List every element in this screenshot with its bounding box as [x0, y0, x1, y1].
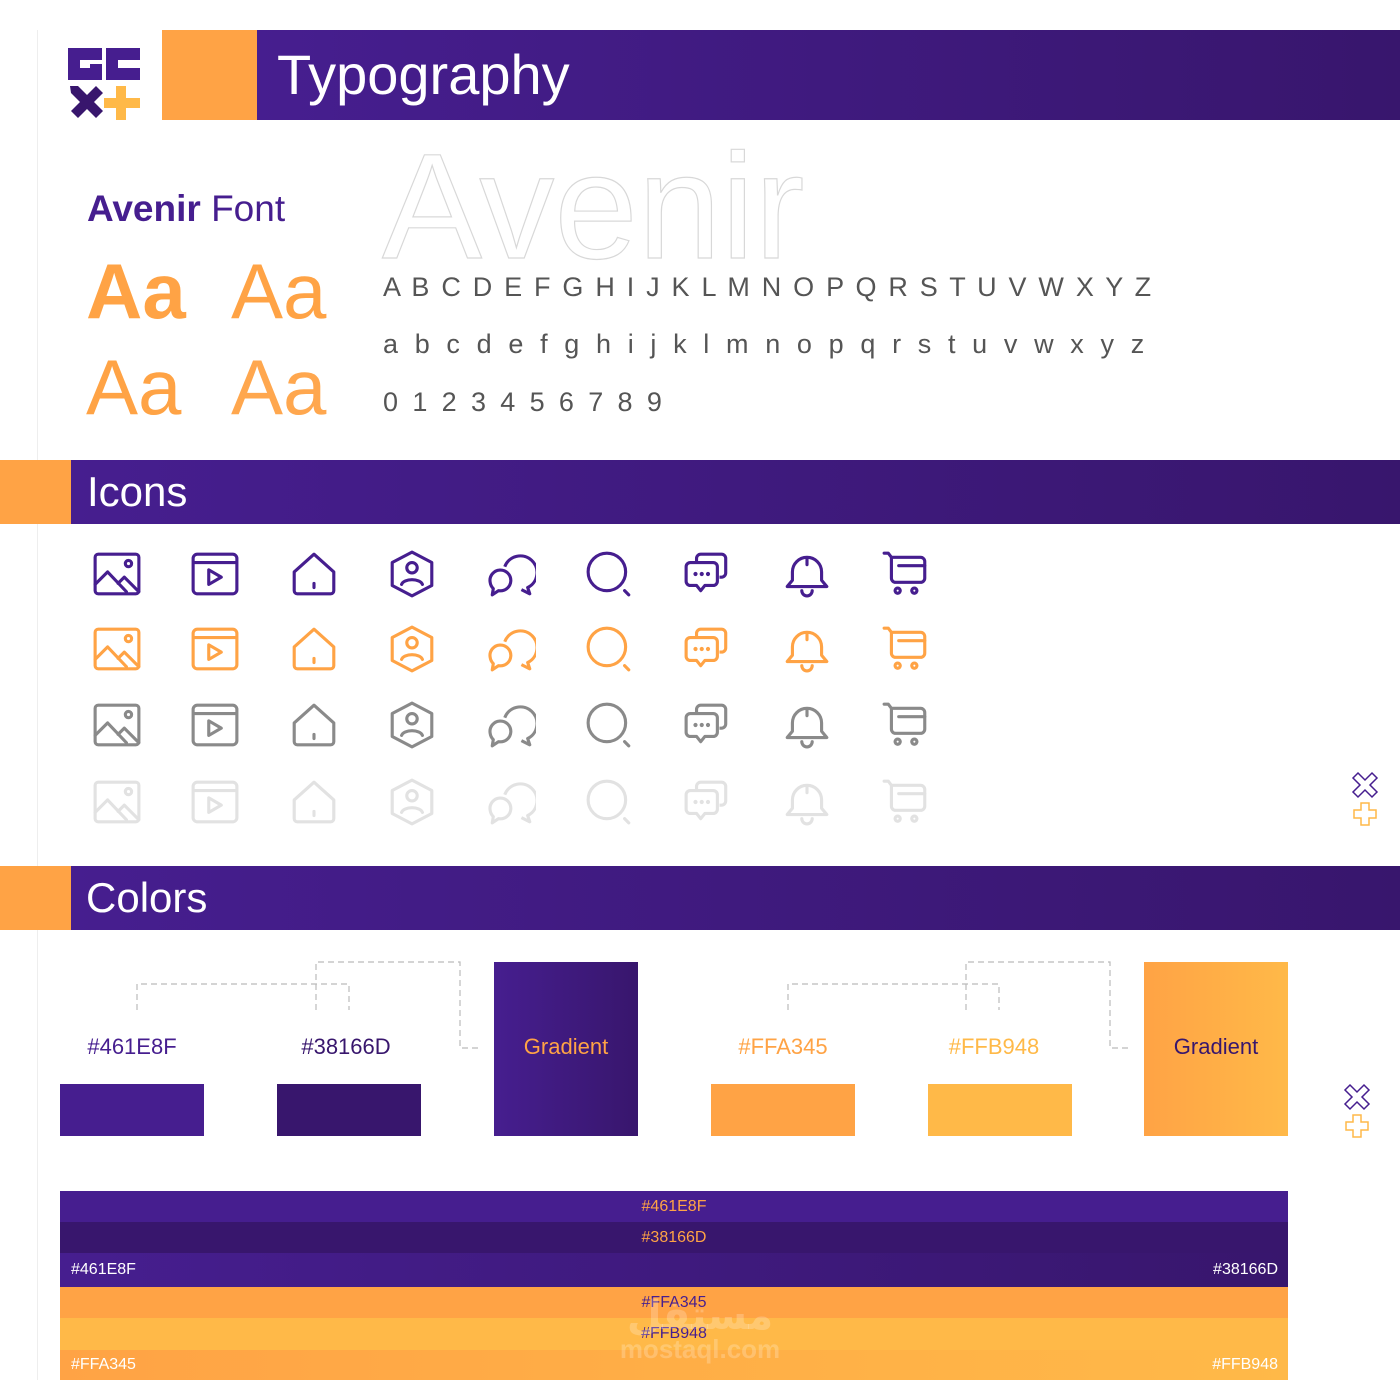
swatch-label-orange: #FFA345 [738, 1034, 828, 1059]
font-name-bold: Avenir [87, 188, 201, 229]
font-name: Avenir Font [87, 188, 285, 230]
stripe-light-orange: #FFB948 [60, 1318, 1288, 1350]
search-icon [585, 777, 635, 827]
guide-line [37, 30, 38, 1380]
user-profile-icon [387, 777, 437, 827]
bell-icon [782, 777, 832, 827]
home-icon [289, 777, 339, 827]
uppercase-alphabet: A B C D E F G H I J K L M N O P Q R S T … [383, 272, 1154, 302]
user-profile-icon [387, 700, 437, 750]
swatch-dark-purple [277, 1084, 421, 1136]
gradient-label-purple: Gradient [523, 1034, 609, 1059]
video-player-icon [190, 624, 240, 674]
video-player-icon [190, 549, 240, 599]
colors-header-bar: Colors [71, 866, 1400, 930]
swatch-purple [60, 1084, 204, 1136]
header-accent-block [162, 30, 258, 120]
stripe-purple: #461E8F [60, 1191, 1288, 1222]
stripe-orange-gradient: #FFA345 #FFB948 [60, 1350, 1288, 1380]
messages-icon [683, 700, 733, 750]
x-plus-decoration [1342, 1082, 1372, 1142]
swatch-light-orange [928, 1084, 1072, 1136]
swatch-orange [711, 1084, 855, 1136]
messages-icon [683, 624, 733, 674]
home-icon [289, 624, 339, 674]
search-icon [585, 549, 635, 599]
brand-logo [68, 48, 140, 120]
icons-accent-block [0, 460, 71, 524]
stripe-label: #FFA345 [641, 1293, 707, 1311]
chat-bubbles-icon [486, 549, 536, 599]
video-player-icon [190, 777, 240, 827]
stripe-label-right: #FFB948 [1212, 1356, 1278, 1373]
sample-bold: Aa [86, 247, 186, 335]
swatch-connectors [136, 961, 1130, 1049]
swatch-purple-gradient: Gradient [494, 962, 638, 1136]
cart-icon [881, 624, 931, 674]
colors-title: Colors [86, 874, 208, 921]
display-word: Avenir [382, 140, 804, 270]
sample-light: Aa [231, 343, 327, 431]
messages-icon [683, 777, 733, 827]
font-name-rest: Font [200, 188, 286, 229]
stripe-purple-gradient: #461E8F #38166D [60, 1253, 1288, 1287]
home-icon [289, 700, 339, 750]
stripe-label-left: #FFA345 [71, 1356, 136, 1373]
stripe-label: #FFB948 [641, 1325, 707, 1342]
bell-icon [782, 700, 832, 750]
chat-bubbles-icon [486, 777, 536, 827]
lowercase-alphabet: a b c d e f g h i j k l m n o p q r s t … [383, 329, 1149, 359]
search-icon [585, 624, 635, 674]
swatch-label-purple: #461E8F [87, 1034, 177, 1059]
cart-icon [881, 777, 931, 827]
video-player-icon [190, 700, 240, 750]
sample-regular: Aa [86, 343, 182, 431]
search-icon [585, 700, 635, 750]
image-icon [92, 624, 142, 674]
stripe-label-left: #461E8F [71, 1261, 136, 1278]
colors-accent-block [0, 866, 71, 930]
user-profile-icon [387, 624, 437, 674]
icons-header-bar: Icons [71, 460, 1400, 524]
stripe-dark-purple: #38166D [60, 1222, 1288, 1253]
icons-title: Icons [87, 468, 188, 515]
stripe-label: #38166D [641, 1228, 707, 1246]
chat-bubbles-icon [486, 624, 536, 674]
bell-icon [782, 624, 832, 674]
home-icon [289, 549, 339, 599]
cart-icon [881, 549, 931, 599]
sample-medium: Aa [231, 247, 327, 335]
typography-title: Typography [277, 43, 570, 106]
swatch-orange-gradient: Gradient [1144, 962, 1288, 1136]
messages-icon [683, 549, 733, 599]
display-word-outline: Avenir [381, 140, 805, 270]
x-plus-decoration [1350, 770, 1380, 830]
image-icon [92, 700, 142, 750]
user-profile-icon [387, 549, 437, 599]
stripe-label: #461E8F [641, 1197, 707, 1215]
stripe-label-right: #38166D [1213, 1261, 1278, 1278]
bell-icon [782, 549, 832, 599]
digits: 0 1 2 3 4 5 6 7 8 9 [383, 387, 666, 417]
swatch-label-light-orange: #FFB948 [948, 1034, 1040, 1059]
swatch-label-dark-purple: #38166D [301, 1034, 391, 1059]
image-icon [92, 777, 142, 827]
typography-header-bar: Typography [257, 30, 1400, 120]
gradient-label-orange: Gradient [1173, 1034, 1259, 1059]
chat-bubbles-icon [486, 700, 536, 750]
stripe-orange: #FFA345 [60, 1287, 1288, 1318]
cart-icon [881, 700, 931, 750]
image-icon [92, 549, 142, 599]
